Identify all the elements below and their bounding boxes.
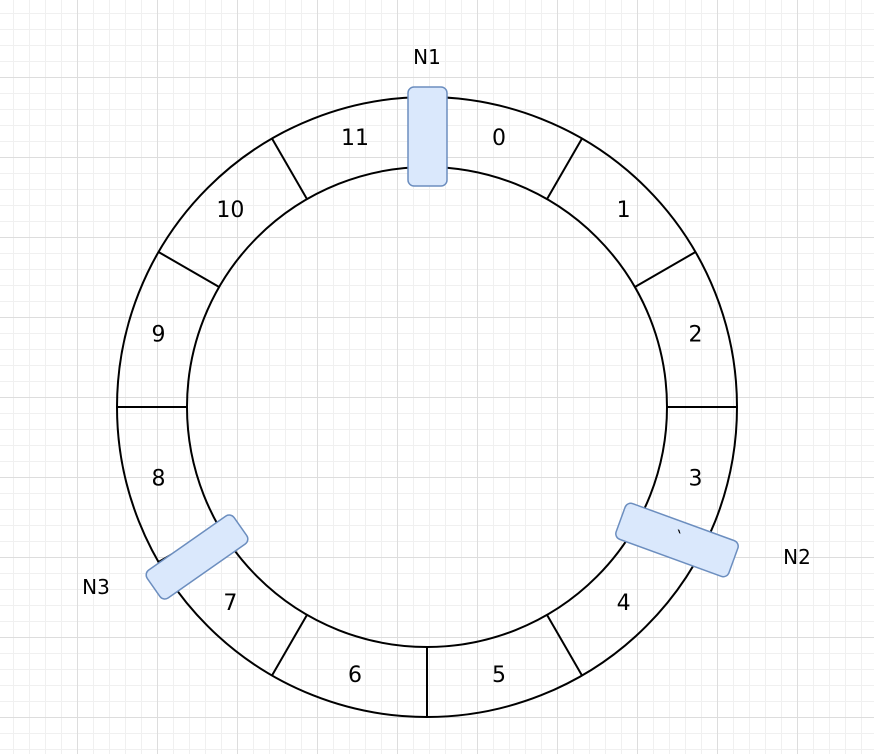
segment-labels: 0 1 2 3 4 5 6 7 8 9 10 11 xyxy=(151,126,702,688)
segment-dividers xyxy=(117,97,737,717)
outer-ring xyxy=(116,96,738,718)
node-n1[interactable]: N1 xyxy=(407,45,448,187)
segment-divider xyxy=(158,251,220,288)
node-n3-block[interactable] xyxy=(144,513,250,602)
inner-ring xyxy=(186,166,668,648)
segment-divider xyxy=(271,138,308,200)
segment-label-1: 1 xyxy=(617,198,631,223)
segment-label-11: 11 xyxy=(341,126,369,151)
segment-divider xyxy=(546,138,583,200)
segment-label-8: 8 xyxy=(151,466,165,491)
node-n3[interactable]: N3 xyxy=(82,513,250,602)
segment-label-10: 10 xyxy=(216,198,244,223)
segment-label-7: 7 xyxy=(223,591,237,616)
segment-label-2: 2 xyxy=(689,323,703,348)
segment-divider xyxy=(271,614,308,676)
segment-divider xyxy=(634,251,696,288)
segment-label-5: 5 xyxy=(492,663,506,688)
node-n1-block[interactable] xyxy=(407,86,448,187)
node-n2-block[interactable] xyxy=(614,502,740,579)
node-n1-label: N1 xyxy=(413,45,441,69)
segment-divider xyxy=(546,614,583,676)
segment-label-3: 3 xyxy=(689,466,703,491)
node-n2[interactable]: ` N2 xyxy=(614,502,811,579)
segment-label-4: 4 xyxy=(617,591,631,616)
node-n2-label: N2 xyxy=(783,545,811,569)
node-n3-label: N3 xyxy=(82,575,110,599)
segment-label-6: 6 xyxy=(348,663,362,688)
segment-label-0: 0 xyxy=(492,126,506,151)
segment-label-9: 9 xyxy=(151,323,165,348)
